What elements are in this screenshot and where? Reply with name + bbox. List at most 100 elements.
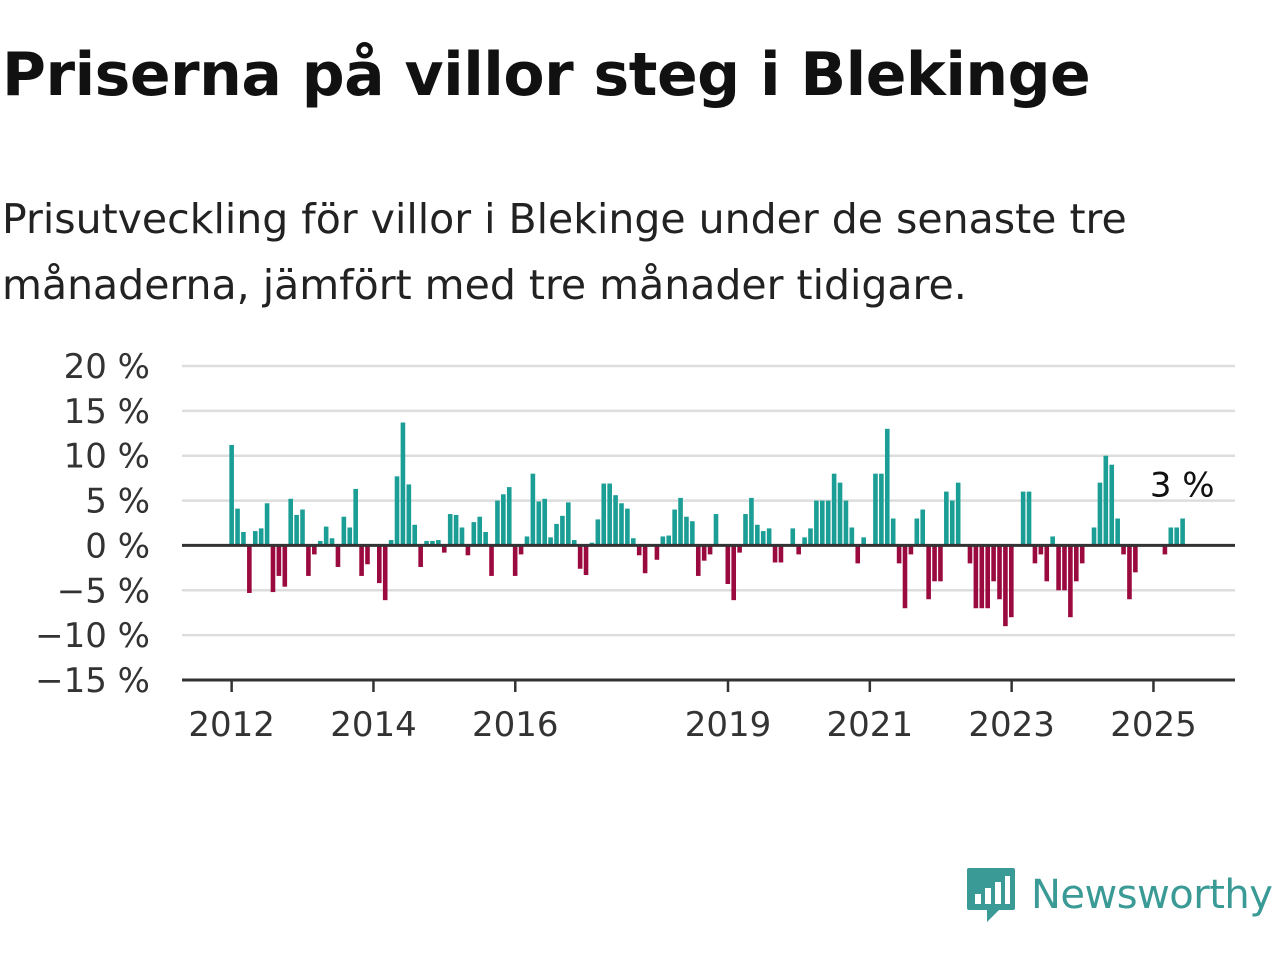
x-tick-label: 2023 — [968, 705, 1055, 745]
x-tick-label: 2014 — [330, 705, 417, 745]
bar — [1180, 518, 1185, 546]
bar — [1115, 518, 1120, 546]
bar — [241, 531, 246, 546]
bar — [967, 545, 973, 564]
bar — [247, 545, 252, 593]
bar — [690, 521, 695, 546]
bar — [896, 545, 902, 564]
bar — [300, 509, 305, 546]
bar — [636, 545, 642, 556]
bar — [1050, 536, 1055, 546]
y-tick-label: 20 % — [64, 347, 150, 387]
bar — [997, 545, 1002, 600]
bar — [430, 540, 435, 546]
bar — [902, 545, 908, 609]
bar — [1097, 482, 1103, 546]
bar — [796, 545, 801, 555]
bar — [341, 516, 347, 546]
bar — [1109, 464, 1115, 546]
bar — [306, 545, 311, 576]
bar — [678, 497, 683, 546]
x-tick-label: 2019 — [685, 705, 772, 745]
y-tick-label: 5 % — [85, 482, 150, 522]
bar — [1121, 545, 1126, 555]
bar — [1074, 545, 1079, 582]
y-tick-label: 0 % — [85, 526, 150, 566]
bar — [554, 523, 559, 546]
y-tick-label: −5 % — [57, 571, 150, 611]
bar — [1056, 545, 1061, 591]
bar — [536, 501, 542, 546]
bar — [347, 527, 353, 546]
bar — [571, 540, 577, 546]
bar — [725, 545, 731, 585]
bar — [660, 536, 666, 546]
bar — [400, 422, 406, 546]
bar — [394, 476, 400, 546]
bar — [382, 545, 388, 601]
bar — [879, 473, 884, 546]
bar — [672, 509, 677, 546]
bar — [979, 545, 985, 609]
bar — [613, 495, 618, 546]
bar — [465, 545, 471, 556]
bar — [477, 516, 483, 546]
bar — [406, 484, 412, 546]
bar — [542, 498, 547, 546]
bar — [938, 545, 943, 582]
y-tick-label: −15 % — [35, 661, 150, 701]
bar — [837, 482, 843, 546]
axes — [182, 543, 1235, 692]
bar — [1174, 527, 1180, 546]
bar — [1162, 545, 1168, 555]
bar — [666, 535, 672, 546]
bar — [317, 540, 323, 546]
bar — [1091, 527, 1097, 546]
x-axis-labels: 2012 2014 2016 2019 2021 2023 2025 — [188, 705, 1196, 745]
bar — [282, 545, 288, 587]
y-tick-label: −10 % — [35, 616, 150, 656]
newsworthy-logo-icon — [967, 868, 1015, 922]
bar — [235, 508, 240, 546]
bar — [1044, 545, 1050, 582]
bar — [642, 545, 648, 574]
bar — [802, 537, 807, 546]
chart-title: Priserna på villor steg i Blekinge — [2, 40, 1091, 110]
bar — [619, 503, 624, 546]
bar — [560, 515, 565, 546]
bar — [524, 536, 530, 546]
bar — [577, 545, 583, 569]
bar — [335, 545, 341, 567]
bar — [471, 522, 477, 546]
bar — [365, 545, 370, 565]
y-axis-labels: 20 % 15 % 10 % 5 %0 % −5 % −10 % −15 % — [35, 347, 150, 701]
bar — [778, 545, 784, 563]
bar — [973, 545, 979, 609]
y-tick-label: 15 % — [64, 392, 150, 432]
bar — [595, 519, 601, 546]
bar — [955, 482, 961, 546]
bar — [495, 500, 500, 546]
bar — [252, 531, 258, 546]
bar — [849, 527, 855, 546]
bar — [991, 545, 996, 582]
bar — [890, 518, 896, 546]
bar — [944, 491, 949, 546]
bar — [843, 500, 849, 546]
bar — [932, 545, 937, 582]
bar — [566, 502, 571, 546]
bar — [288, 498, 293, 546]
bar — [1133, 545, 1138, 573]
bar — [1168, 527, 1174, 546]
x-tick-label: 2025 — [1110, 705, 1197, 745]
bar — [949, 500, 955, 546]
bar — [1062, 545, 1067, 591]
bar — [820, 500, 825, 546]
x-tick-label: 2016 — [472, 705, 559, 745]
bar — [1103, 455, 1109, 546]
bar — [548, 537, 553, 546]
bar — [1068, 545, 1073, 618]
bar — [861, 537, 866, 546]
bar — [447, 514, 453, 546]
bar — [489, 545, 494, 576]
